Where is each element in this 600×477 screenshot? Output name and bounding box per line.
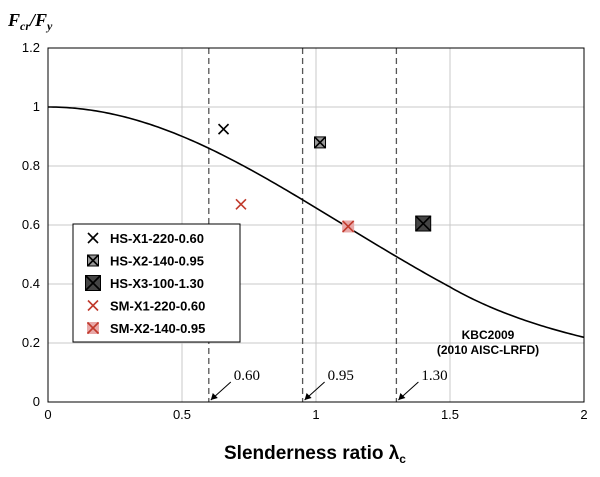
legend-label: HS-X2-140-0.95 bbox=[110, 254, 204, 269]
reference-line-label: 1.30 bbox=[421, 368, 447, 384]
x-tick-label: 1 bbox=[312, 407, 319, 422]
x-tick-label: 0.5 bbox=[173, 407, 191, 422]
reference-line-label: 0.60 bbox=[234, 368, 260, 384]
y-tick-label: 0.4 bbox=[22, 276, 40, 291]
legend-marker-HS-X3-100-1.30 bbox=[84, 274, 102, 292]
annotation-arrowhead bbox=[398, 393, 406, 400]
y-tick-label: 0 bbox=[33, 394, 40, 409]
curve-label-line1: KBC2009 bbox=[462, 328, 515, 342]
legend-label: SM-X1-220-0.60 bbox=[110, 299, 205, 314]
legend-label: HS-X3-100-1.30 bbox=[110, 276, 204, 291]
plot-frame bbox=[47, 47, 585, 403]
data-point-SM-X2-140-0.95 bbox=[342, 220, 355, 233]
x-tick-label: 1.5 bbox=[441, 407, 459, 422]
data-point-SM-X1-220-0.60 bbox=[235, 198, 247, 210]
annotation-arrowhead bbox=[304, 393, 312, 400]
data-points bbox=[217, 123, 432, 233]
legend: HS-X1-220-0.60 HS-X2-140-0.95 HS-X3-100-1.… bbox=[72, 223, 241, 343]
x-tick-label: 2 bbox=[580, 407, 587, 422]
y-tick-label: 0.2 bbox=[22, 335, 40, 350]
data-point-HS-X3-100-1.30 bbox=[415, 215, 432, 232]
y-tick-label: 1 bbox=[33, 99, 40, 114]
legend-marker-HS-X2-140-0.95 bbox=[86, 254, 100, 267]
reference-line-label: 0.95 bbox=[328, 368, 354, 384]
legend-label: HS-X1-220-0.60 bbox=[110, 231, 204, 246]
curve-label-line2: (2010 AISC-LRFD) bbox=[437, 343, 539, 357]
legend-marker-SM-X1-220-0.60 bbox=[87, 299, 99, 312]
legend-marker-HS-X1-220-0.60 bbox=[87, 232, 99, 244]
y-tick-label: 0.8 bbox=[22, 158, 40, 173]
tick-labels: 0 0.5 1 1.5 2 0 0.2 0.4 0.6 0.8 1 1.2 bbox=[22, 40, 588, 422]
kbc2009-curve bbox=[47, 106, 585, 339]
y-tick-label: 0.6 bbox=[22, 217, 40, 232]
x-tick-label: 0 bbox=[44, 407, 51, 422]
x-axis-title: Slenderness ratio λc bbox=[224, 443, 406, 466]
y-tick-label: 1.2 bbox=[22, 40, 40, 55]
legend-marker-SM-X2-140-0.95 bbox=[86, 321, 100, 335]
legend-label: SM-X2-140-0.95 bbox=[110, 321, 205, 336]
reference-lines: 0.60 0.95 1.30 bbox=[208, 48, 448, 402]
annotation-arrowhead bbox=[210, 393, 218, 400]
y-axis-title: Fcr/Fy bbox=[7, 10, 53, 33]
data-point-HS-X1-220-0.60 bbox=[217, 123, 230, 135]
data-point-HS-X2-140-0.95 bbox=[313, 136, 327, 149]
